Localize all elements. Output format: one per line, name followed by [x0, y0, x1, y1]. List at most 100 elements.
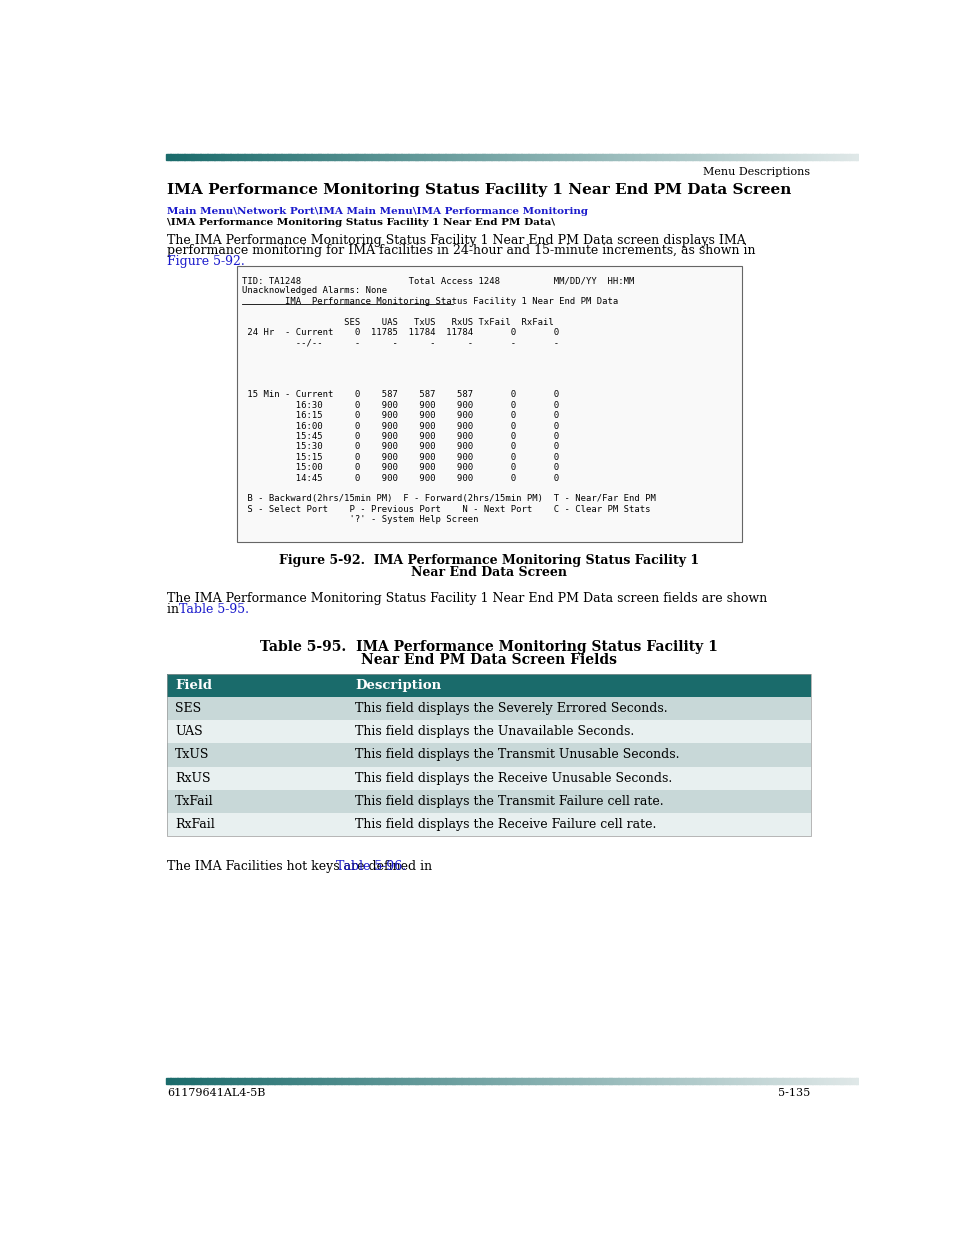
- Text: SES    UAS   TxUS   RxUS TxFail  RxFail: SES UAS TxUS RxUS TxFail RxFail: [242, 317, 554, 326]
- Bar: [398, 1078, 401, 1084]
- Bar: [791, 154, 794, 159]
- Bar: [375, 154, 378, 159]
- Bar: [244, 154, 247, 159]
- Bar: [819, 154, 821, 159]
- Bar: [479, 154, 482, 159]
- Bar: [288, 154, 291, 159]
- Bar: [218, 1078, 221, 1084]
- Bar: [841, 154, 844, 159]
- Bar: [374, 154, 375, 159]
- Bar: [565, 154, 567, 159]
- Text: Table 5-96.: Table 5-96.: [335, 861, 405, 873]
- Bar: [590, 154, 593, 159]
- Bar: [609, 154, 611, 159]
- Text: performance monitoring for IMA facilities in 24-hour and 15-minute increments, a: performance monitoring for IMA facilitie…: [167, 245, 755, 257]
- Text: Main Menu\Network Port\IMA Main Menu\IMA Performance Monitoring: Main Menu\Network Port\IMA Main Menu\IMA…: [167, 207, 588, 216]
- Bar: [851, 1078, 854, 1084]
- Bar: [775, 1078, 778, 1084]
- Bar: [507, 1078, 510, 1084]
- Bar: [786, 1078, 789, 1084]
- Bar: [715, 1078, 718, 1084]
- Bar: [198, 154, 200, 159]
- Bar: [394, 154, 396, 159]
- Bar: [293, 154, 295, 159]
- Bar: [496, 1078, 498, 1084]
- Bar: [518, 154, 521, 159]
- Bar: [236, 266, 741, 542]
- Bar: [627, 1078, 630, 1084]
- Bar: [567, 1078, 570, 1084]
- Bar: [632, 1078, 635, 1084]
- Bar: [565, 1078, 567, 1084]
- Bar: [572, 154, 575, 159]
- Text: 14:45      0    900    900    900       0       0: 14:45 0 900 900 900 0 0: [242, 473, 559, 483]
- Bar: [314, 1078, 316, 1084]
- Bar: [687, 154, 690, 159]
- Bar: [595, 154, 598, 159]
- Bar: [784, 154, 786, 159]
- Bar: [585, 1078, 588, 1084]
- Bar: [456, 154, 459, 159]
- Bar: [486, 1078, 489, 1084]
- Bar: [653, 154, 655, 159]
- Bar: [253, 154, 256, 159]
- Bar: [445, 154, 447, 159]
- Bar: [843, 154, 846, 159]
- Bar: [528, 154, 531, 159]
- Bar: [468, 154, 471, 159]
- Bar: [477, 154, 479, 159]
- Bar: [539, 1078, 542, 1084]
- Bar: [214, 154, 216, 159]
- Bar: [749, 154, 752, 159]
- Bar: [556, 154, 558, 159]
- Bar: [699, 154, 701, 159]
- Bar: [521, 1078, 523, 1084]
- Bar: [616, 1078, 618, 1084]
- Text: RxFail: RxFail: [174, 818, 214, 831]
- Bar: [385, 1078, 388, 1084]
- Bar: [673, 1078, 676, 1084]
- Bar: [721, 1078, 724, 1084]
- Bar: [509, 1078, 512, 1084]
- Bar: [332, 154, 335, 159]
- Bar: [189, 154, 192, 159]
- Bar: [458, 154, 461, 159]
- Bar: [172, 154, 175, 159]
- Bar: [394, 1078, 396, 1084]
- Bar: [253, 1078, 256, 1084]
- Bar: [661, 1078, 664, 1084]
- Bar: [657, 154, 659, 159]
- Bar: [800, 154, 802, 159]
- Bar: [426, 1078, 429, 1084]
- Bar: [346, 154, 348, 159]
- Bar: [639, 1078, 641, 1084]
- Bar: [645, 154, 648, 159]
- Bar: [697, 1078, 699, 1084]
- Bar: [770, 1078, 773, 1084]
- Bar: [306, 154, 309, 159]
- Bar: [214, 1078, 216, 1084]
- Bar: [231, 154, 233, 159]
- Bar: [375, 1078, 378, 1084]
- Bar: [765, 154, 768, 159]
- Bar: [166, 1078, 169, 1084]
- Bar: [172, 1078, 175, 1084]
- Bar: [604, 154, 607, 159]
- Bar: [809, 154, 812, 159]
- Bar: [336, 1078, 339, 1084]
- Bar: [281, 1078, 284, 1084]
- Bar: [299, 1078, 302, 1084]
- Bar: [825, 1078, 828, 1084]
- Bar: [720, 1078, 722, 1084]
- Bar: [676, 154, 679, 159]
- Bar: [341, 1078, 344, 1084]
- Bar: [195, 1078, 198, 1084]
- Bar: [387, 1078, 390, 1084]
- Bar: [643, 1078, 646, 1084]
- Bar: [585, 154, 588, 159]
- Bar: [613, 154, 616, 159]
- Bar: [193, 154, 196, 159]
- Bar: [717, 154, 720, 159]
- Text: UAS: UAS: [174, 725, 202, 739]
- Bar: [184, 154, 187, 159]
